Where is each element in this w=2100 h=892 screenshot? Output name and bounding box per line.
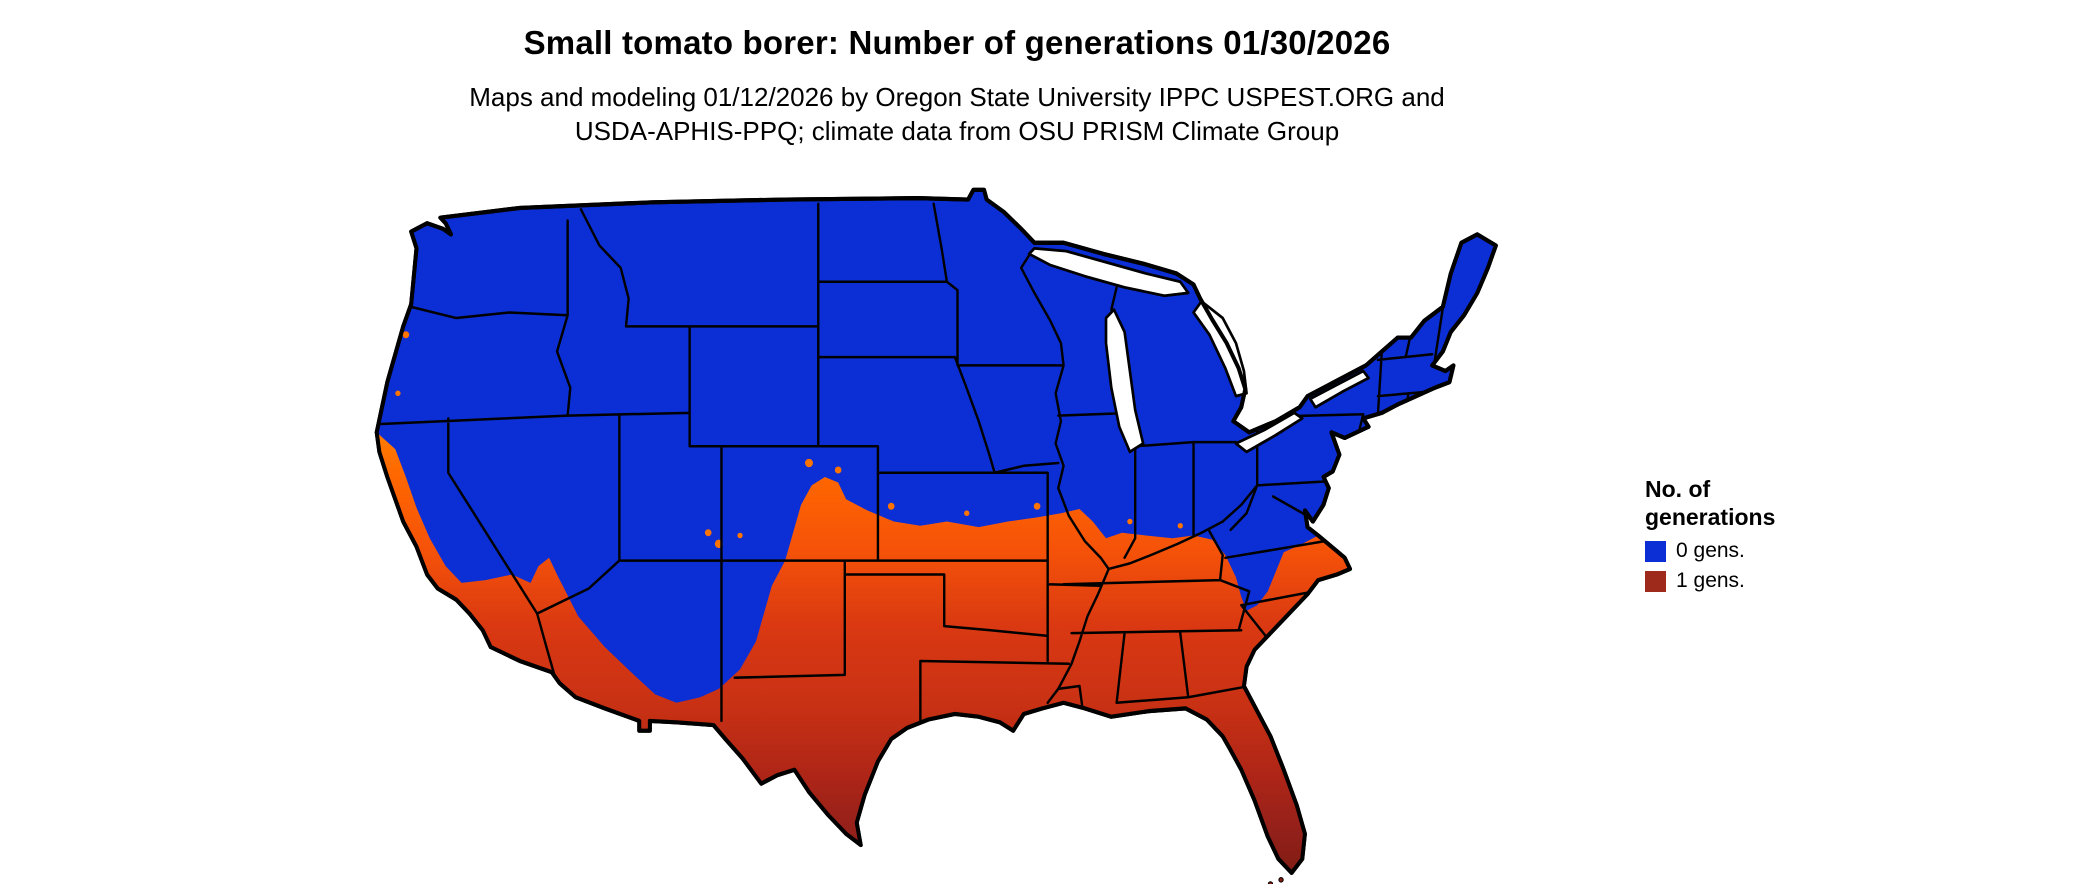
lake-michigan (1104, 308, 1145, 454)
us-outline (374, 187, 1498, 875)
lake-superior (1027, 246, 1190, 298)
subtitle-line-2: USDA-APHIS-PPQ; climate data from OSU PR… (574, 116, 1340, 146)
legend-title-line-2: generations (1645, 504, 1776, 530)
legend-label-0-gens: 0 gens. (1676, 539, 1745, 562)
raster-speckles (395, 331, 1183, 549)
legend-item-0-gens: 0 gens. (1645, 539, 1865, 563)
lake-huron (1192, 299, 1248, 398)
legend-title-line-1: No. of (1645, 476, 1711, 502)
page-subtitle: Maps and modeling 01/12/2026 by Oregon S… (0, 80, 1914, 148)
lake-erie (1234, 411, 1304, 454)
page-title: Small tomato borer: Number of generation… (523, 24, 1391, 61)
legend-label-1-gens: 1 gens. (1676, 569, 1745, 592)
legend-swatch-1-gens (1645, 570, 1666, 592)
state-borders (379, 202, 1450, 735)
legend-title: No. of generations (1645, 475, 1865, 531)
legend-item-1-gens: 1 gens. (1645, 569, 1865, 593)
lake-ontario (1308, 369, 1370, 409)
us-generations-map (321, 187, 1594, 884)
legend-swatch-0-gens (1645, 540, 1666, 562)
legend-items: 0 gens. 1 gens. (1645, 539, 1865, 593)
us-map-svg (374, 187, 1498, 884)
cool-inlier-patch (621, 653, 631, 664)
great-lakes (1027, 246, 1370, 454)
legend: No. of generations 0 gens. 1 gens. (1645, 475, 1865, 599)
florida-keys (1267, 877, 1284, 884)
subtitle-line-1: Maps and modeling 01/12/2026 by Oregon S… (469, 82, 1445, 112)
